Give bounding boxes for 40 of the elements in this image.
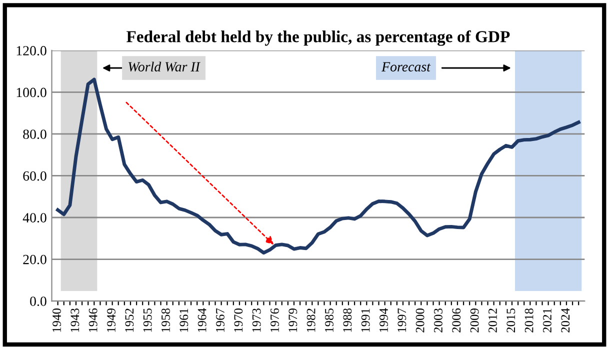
x-tick-label: 2000 xyxy=(416,308,424,332)
x-tick-label: 1970 xyxy=(234,308,243,332)
x-tick-label: 2009 xyxy=(470,308,479,332)
y-tick-label: 40.0 xyxy=(22,213,46,223)
y-tick-label: 100.0 xyxy=(16,88,46,98)
x-tick-label: 1973 xyxy=(252,308,261,332)
x-tick-label: 1988 xyxy=(343,308,352,332)
x-tick-label: 1955 xyxy=(143,308,152,332)
y-tick-label: 120.0 xyxy=(16,46,46,56)
x-tick-label: 2018 xyxy=(524,308,534,332)
x-tick-label: 1943 xyxy=(70,308,80,332)
x-tick-label: 1982 xyxy=(306,308,316,332)
x-tick-label: 1979 xyxy=(288,308,298,332)
x-tick-label: 1940 xyxy=(52,308,61,332)
x-tick-label: 1949 xyxy=(107,308,116,332)
x-tick-label: 2015 xyxy=(506,308,516,332)
x-tick-label: 1964 xyxy=(198,308,206,332)
line-series xyxy=(56,78,580,255)
x-tick-label: 1958 xyxy=(162,308,170,332)
x-tick-label: 1994 xyxy=(380,308,388,332)
x-tick-label: 1997 xyxy=(398,308,406,332)
annotation: World War II xyxy=(128,62,200,72)
x-tick-label: 1976 xyxy=(270,308,279,332)
x-tick-label: 1952 xyxy=(125,308,134,332)
x-tick-label: 1961 xyxy=(180,308,188,332)
x-tick-label: 2012 xyxy=(488,308,497,332)
x-tick-label: 1946 xyxy=(88,308,98,332)
x-tick-label: 1967 xyxy=(216,308,224,332)
x-tick-label: 1985 xyxy=(325,308,334,332)
chart-title: Federal debt held by the public, as percentage of GDP xyxy=(126,30,510,46)
x-tick-label: 2003 xyxy=(434,308,442,332)
y-tick-label: 0.0 xyxy=(30,296,46,306)
y-tick-label: 20.0 xyxy=(23,254,46,264)
x-tick-label: 1991 xyxy=(361,308,370,332)
x-tick-label: 2021 xyxy=(543,308,552,332)
y-tick-label: 80.0 xyxy=(23,130,46,139)
x-tick-label: 2006 xyxy=(452,308,461,332)
annotation: Forecast xyxy=(382,62,431,72)
y-tick-label: 60.0 xyxy=(23,171,46,181)
x-tick-label: 2024 xyxy=(561,308,570,332)
